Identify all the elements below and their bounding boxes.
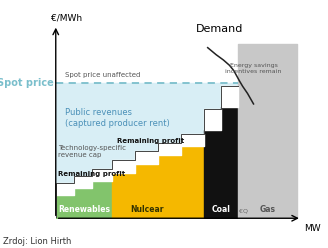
Text: Remaining profit: Remaining profit bbox=[58, 171, 125, 177]
Text: Spot price: Spot price bbox=[0, 78, 53, 88]
Text: Coal: Coal bbox=[212, 205, 230, 214]
Text: €Q: €Q bbox=[239, 209, 248, 214]
Text: €/MWh: €/MWh bbox=[51, 14, 82, 23]
Text: Renewables: Renewables bbox=[58, 205, 110, 214]
Text: Public revenues
(captured producer rent): Public revenues (captured producer rent) bbox=[65, 108, 170, 128]
Text: Remaining profit: Remaining profit bbox=[117, 138, 185, 144]
Text: MW: MW bbox=[304, 223, 321, 233]
Text: Nulcear: Nulcear bbox=[130, 205, 164, 214]
Text: Zrdoj: Lion Hirth: Zrdoj: Lion Hirth bbox=[3, 237, 72, 246]
Text: Gas: Gas bbox=[259, 205, 275, 214]
Text: Demand: Demand bbox=[196, 24, 243, 33]
Text: Technology-specific
revenue cap: Technology-specific revenue cap bbox=[58, 145, 126, 158]
Text: Energy savings
incentives remain: Energy savings incentives remain bbox=[225, 63, 282, 74]
Text: Spot price unaffected: Spot price unaffected bbox=[65, 72, 141, 78]
